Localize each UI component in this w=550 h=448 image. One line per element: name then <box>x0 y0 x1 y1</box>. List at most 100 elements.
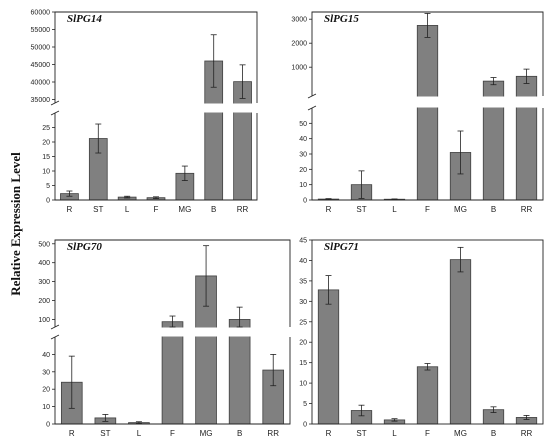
bar-slpg14-rr <box>233 81 252 201</box>
y-tick-label: 45 <box>299 238 307 245</box>
y-tick-label: 0 <box>303 198 307 205</box>
x-tick-label: MG <box>178 205 191 214</box>
x-tick-label: R <box>67 205 73 214</box>
y-tick-label: 30 <box>42 369 50 376</box>
y-tick-label: 10 <box>299 182 307 189</box>
y-tick-label: 5 <box>303 401 307 408</box>
error-bar-slpg70-b <box>236 306 243 328</box>
y-tick-label: 60000 <box>31 10 51 17</box>
y-tick-label: 25 <box>299 319 307 326</box>
y-tick-label: 0 <box>46 198 50 205</box>
y-tick-label: 3000 <box>291 17 307 24</box>
y-tick-label: 30 <box>299 152 307 159</box>
y-axis-ticks: 0 10 20 30 40 50 1000 2000 3000 <box>291 17 312 205</box>
x-tick-label: L <box>392 205 397 214</box>
error-bar-slpg15-f <box>424 13 431 38</box>
x-tick-label: F <box>425 205 430 214</box>
x-tick-label: MG <box>454 205 467 214</box>
x-tick-label: L <box>137 429 142 438</box>
x-tick-label: F <box>170 429 175 438</box>
x-tick-label: B <box>237 429 242 438</box>
axis-break-gap <box>49 103 257 113</box>
bar-slpg71-mg <box>449 259 472 425</box>
error-bar-slpg15-mg <box>457 130 464 175</box>
error-bar-slpg71-r <box>325 275 332 305</box>
y-tick-label: 40 <box>299 258 307 265</box>
x-tick-label: ST <box>356 429 366 438</box>
y-tick-label: 50000 <box>31 45 51 52</box>
y-tick-label: 10 <box>299 381 307 388</box>
y-tick-label: 30 <box>299 299 307 306</box>
panel-title: SlPG15 <box>324 13 359 25</box>
panel-title: SlPG71 <box>324 241 359 253</box>
bar-slpg70-f <box>161 321 184 425</box>
y-tick-label: 40 <box>299 136 307 143</box>
panel-title: SlPG70 <box>67 241 102 253</box>
y-tick-label: 20 <box>42 140 50 147</box>
x-tick-label: ST <box>356 205 366 214</box>
y-tick-label: 50 <box>299 121 307 128</box>
x-tick-label: RR <box>237 205 249 214</box>
bar-slpg71-r <box>317 289 340 425</box>
error-bar-slpg71-b <box>490 406 497 413</box>
y-tick-label: 0 <box>46 422 50 429</box>
x-tick-label: B <box>491 205 496 214</box>
y-axis-ticks: 0 5 10 15 20 25 30 35 40 45 <box>299 238 312 429</box>
error-bar-slpg15-l <box>391 198 398 200</box>
y-tick-label: 40 <box>42 352 50 359</box>
x-tick-label: RR <box>521 429 533 438</box>
y-tick-label: 35 <box>299 278 307 285</box>
x-tick-label: L <box>125 205 130 214</box>
error-bar-slpg71-mg <box>457 246 464 273</box>
y-tick-label: 300 <box>38 279 50 286</box>
error-bar-slpg15-b <box>490 77 497 86</box>
plot-frame <box>54 239 291 425</box>
y-tick-label: 20 <box>42 387 50 394</box>
y-tick-label: 20 <box>299 340 307 347</box>
y-tick-label: 10 <box>42 404 50 411</box>
error-bar-slpg14-b <box>210 34 217 88</box>
error-bar-slpg71-f <box>424 363 431 371</box>
y-tick-label: 5 <box>46 183 50 190</box>
y-tick-label: 0 <box>303 422 307 429</box>
y-axis-ticks: 0 10 20 30 40 100 200 300 400 500 <box>38 241 55 429</box>
error-bar-slpg15-rr <box>523 68 530 84</box>
panel-slpg14: 0 5 10 15 20 25 35000 40000 45000 50000 55000 60000… <box>31 10 258 214</box>
y-tick-label: 400 <box>38 260 50 267</box>
x-tick-label: ST <box>93 205 103 214</box>
error-bar-slpg14-mg <box>181 165 188 181</box>
panel-slpg70: 0 10 20 30 40 100 200 300 400 500 R ST L F MG B RR SlPG70 <box>38 239 291 438</box>
x-tick-label: F <box>425 429 430 438</box>
x-tick-label: R <box>326 429 332 438</box>
plot-frame <box>311 239 544 425</box>
y-tick-label: 40000 <box>31 80 51 87</box>
x-tick-label: ST <box>100 429 110 438</box>
axis-break-gap <box>49 327 290 337</box>
y-axis-ticks: 0 5 10 15 20 25 35000 40000 45000 50000 55000 60000 <box>31 10 55 205</box>
x-tick-label: MG <box>200 429 213 438</box>
error-bar-slpg14-st <box>95 123 102 154</box>
error-bar-slpg70-f <box>169 315 176 328</box>
axis-break-gap <box>306 96 543 108</box>
error-bar-slpg14-l <box>124 195 131 199</box>
panels-group: 0510152025350004000045000500005500060000… <box>31 10 544 438</box>
y-axis-title: Relative Expression Level <box>8 152 23 296</box>
x-tick-label: MG <box>454 429 467 438</box>
error-bar-slpg70-st <box>102 414 109 422</box>
x-tick-label: L <box>392 429 397 438</box>
x-tick-label: RR <box>267 429 279 438</box>
y-tick-label: 55000 <box>31 27 51 34</box>
error-bar-slpg71-rr <box>523 415 530 420</box>
error-bar-slpg14-rr <box>239 64 246 99</box>
error-bar-slpg15-r <box>325 198 332 200</box>
error-bar-slpg15-st <box>358 170 365 199</box>
error-bar-slpg70-l <box>135 421 142 424</box>
y-tick-label: 25 <box>42 125 50 132</box>
panel-slpg15: 0 10 20 30 40 50 1000 2000 3000 R ST L F MG B RR SlPG15 <box>291 11 544 214</box>
error-bar-slpg70-r <box>68 355 75 409</box>
error-bar-slpg70-rr <box>270 353 277 387</box>
panel-title: SlPG14 <box>67 13 102 25</box>
y-tick-label: 200 <box>38 298 50 305</box>
y-tick-label: 10 <box>42 169 50 176</box>
y-tick-label: 45000 <box>31 62 51 69</box>
